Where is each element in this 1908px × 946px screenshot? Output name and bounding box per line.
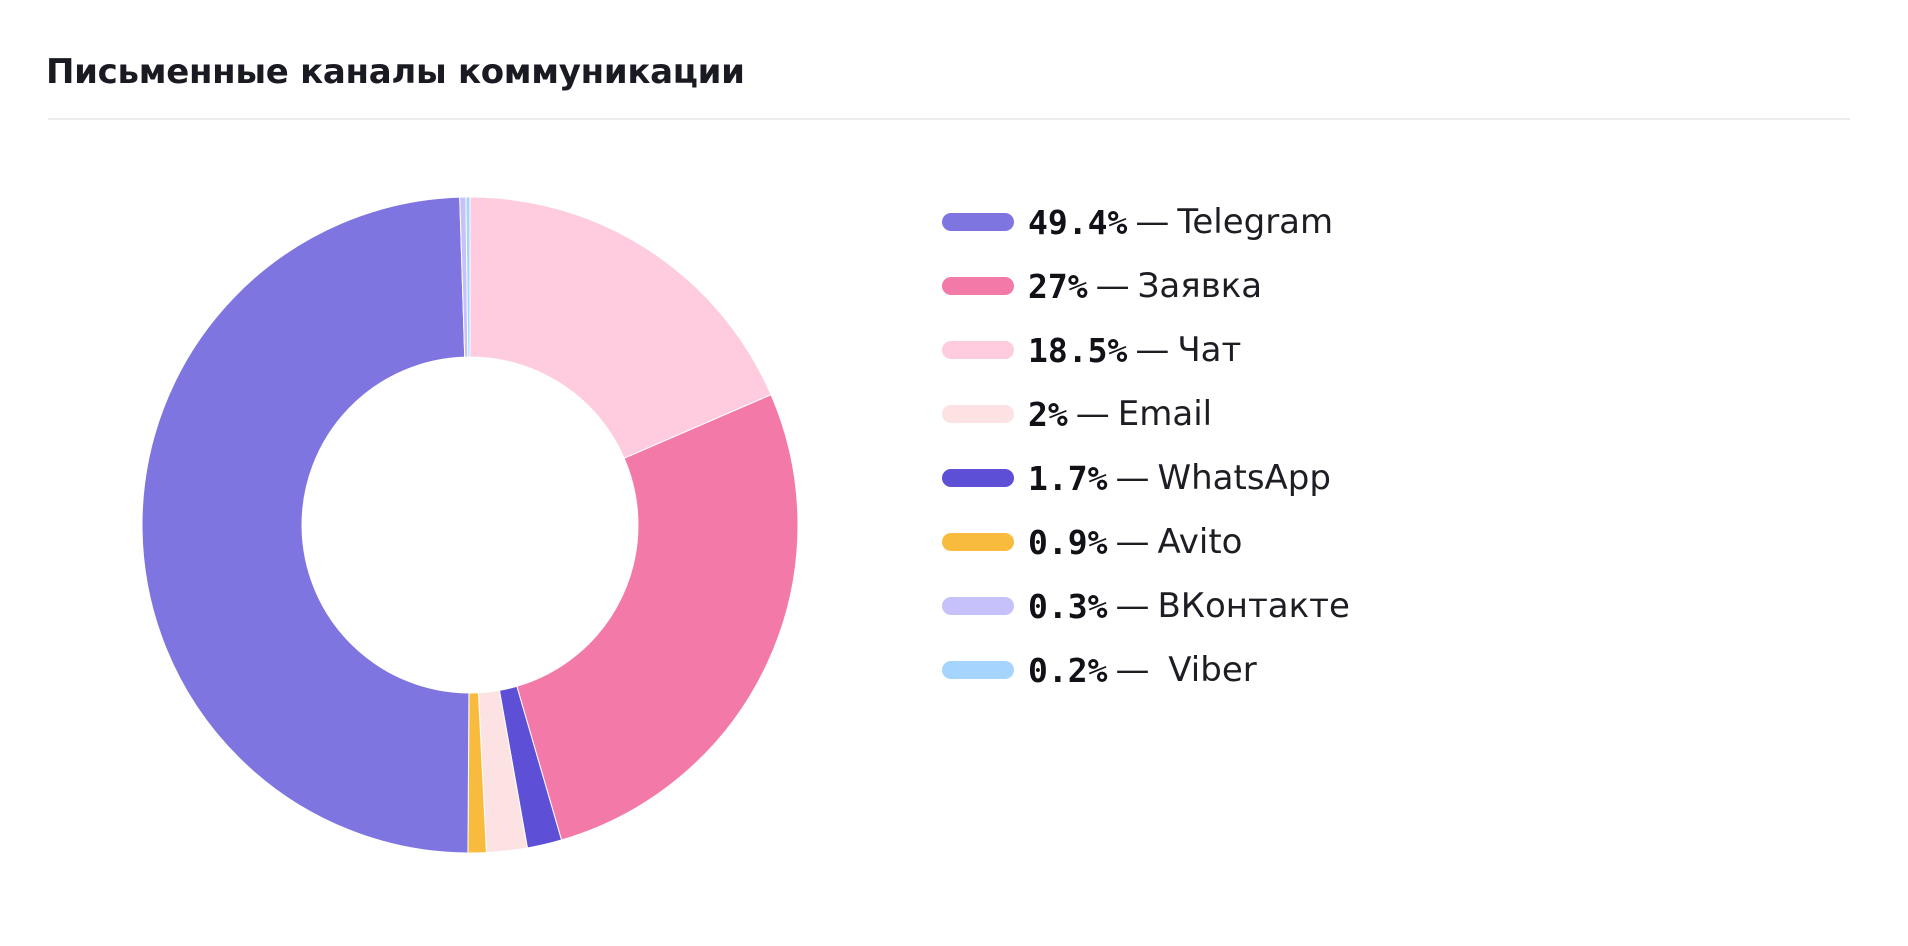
legend-swatch — [942, 277, 1014, 295]
legend-item[interactable]: 0.3% — ВКонтакте — [942, 574, 1350, 638]
legend-item[interactable]: 18.5% — Чат — [942, 318, 1350, 382]
donut-slice-telegram[interactable] — [141, 196, 470, 854]
legend-item[interactable]: 2% — Email — [942, 382, 1350, 446]
donut-chart — [141, 196, 799, 854]
legend-percent: 0.3% — [1028, 586, 1108, 626]
chart-legend: 49.4% — Telegram 27% — Заявка 18.5% — Чат 2% — Emai… — [942, 190, 1350, 702]
legend-percent: 0.9% — [1028, 522, 1108, 562]
legend-percent: 18.5% — [1028, 330, 1128, 370]
legend-item[interactable]: 0.9% — Avito — [942, 510, 1350, 574]
legend-swatch — [942, 469, 1014, 487]
legend-swatch — [942, 597, 1014, 615]
title-divider — [48, 118, 1850, 120]
legend-percent: 49.4% — [1028, 202, 1128, 242]
legend-separator: — — [1095, 266, 1130, 306]
legend-item[interactable]: 0.2% — Viber — [942, 638, 1350, 702]
chart-title: Письменные каналы коммуникации — [46, 52, 745, 92]
donut-slice-viber[interactable] — [465, 196, 471, 358]
legend-label: Telegram — [1177, 202, 1334, 242]
legend-item[interactable]: 49.4% — Telegram — [942, 190, 1350, 254]
legend-swatch — [942, 405, 1014, 423]
legend-item[interactable]: 1.7% — WhatsApp — [942, 446, 1350, 510]
legend-separator: — — [1115, 650, 1150, 690]
legend-percent: 1.7% — [1028, 458, 1108, 498]
legend-label: Avito — [1157, 522, 1243, 562]
legend-separator: — — [1135, 202, 1170, 242]
legend-swatch — [942, 213, 1014, 231]
legend-separator: — — [1115, 458, 1150, 498]
legend-percent: 0.2% — [1028, 650, 1108, 690]
legend-swatch — [942, 661, 1014, 679]
donut-slice-заявка[interactable] — [516, 394, 799, 841]
legend-separator: — — [1135, 330, 1170, 370]
legend-label: Viber — [1157, 650, 1257, 690]
legend-percent: 2% — [1028, 394, 1068, 434]
legend-label: WhatsApp — [1157, 458, 1331, 498]
legend-label: ВКонтакте — [1157, 586, 1350, 626]
legend-swatch — [942, 533, 1014, 551]
legend-label: Email — [1117, 394, 1213, 434]
legend-swatch — [942, 341, 1014, 359]
legend-item[interactable]: 27% — Заявка — [942, 254, 1350, 318]
legend-separator: — — [1115, 522, 1150, 562]
legend-percent: 27% — [1028, 266, 1088, 306]
legend-separator: — — [1075, 394, 1110, 434]
legend-label: Чат — [1177, 330, 1242, 370]
legend-label: Заявка — [1137, 266, 1263, 306]
legend-separator: — — [1115, 586, 1150, 626]
donut-slice-чат[interactable] — [469, 196, 772, 459]
